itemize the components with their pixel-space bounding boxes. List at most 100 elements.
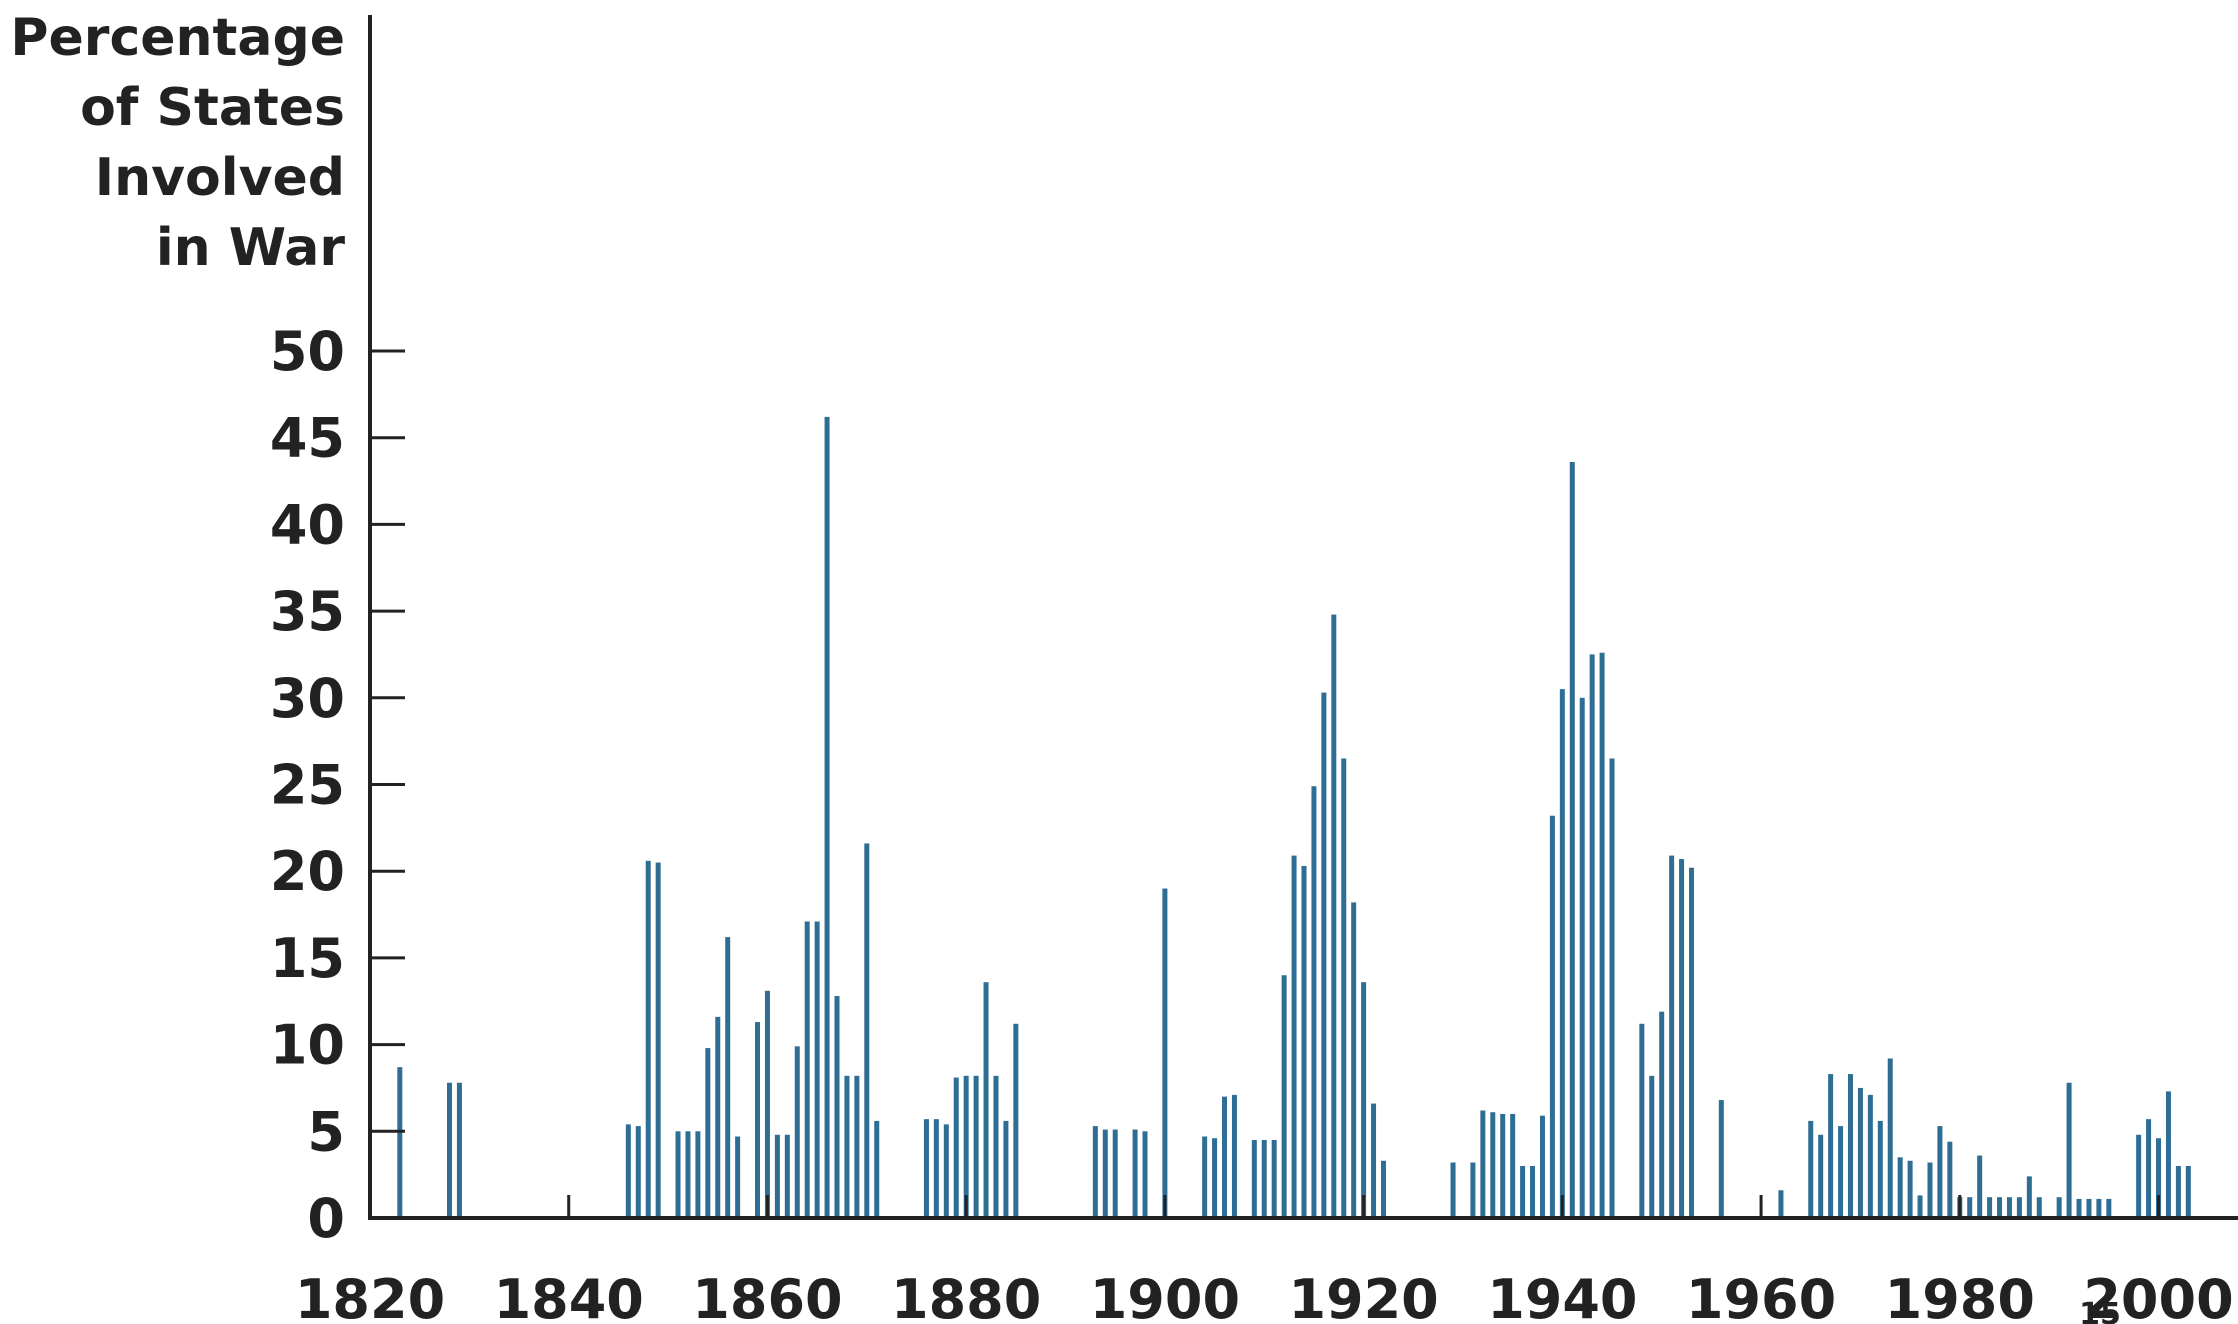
bar [2165,1091,2171,1218]
bar [1162,888,1168,1218]
bar [1549,815,1555,1218]
bar [943,1124,949,1218]
bar [804,921,810,1218]
bar [1251,1139,1257,1218]
bar [1808,1120,1814,1218]
bar [2146,1119,2152,1218]
bar [1520,1165,1526,1218]
x-tick-label: 1880 [891,1268,1041,1324]
y-tick-label: 10 [270,1014,345,1077]
y-axis-title-line: Involved [95,148,345,208]
bar [1599,652,1605,1218]
bar [1380,1160,1386,1218]
bar [695,1131,701,1218]
y-tick-label: 0 [307,1187,345,1250]
axes [368,15,2238,1220]
bar [1450,1162,1456,1218]
bar [1311,786,1317,1218]
bar [1291,855,1297,1218]
bar [794,1046,800,1218]
bar [1718,1100,1724,1218]
bar [1679,859,1685,1218]
bar [1559,689,1565,1218]
bar [1281,975,1287,1218]
bar [2136,1134,2142,1218]
bar [2016,1197,2022,1218]
x-tick-label: 1940 [1487,1268,1637,1324]
bar [1371,1103,1377,1218]
bar [1569,461,1575,1218]
bar [1222,1096,1228,1218]
bar [774,1134,780,1218]
y-tick-label: 45 [270,407,345,470]
y-tick-label: 15 [270,927,345,990]
x-tick-label: 2000 [2083,1268,2233,1324]
bar [675,1131,681,1218]
bar [923,1119,929,1218]
bar [1997,1197,2003,1218]
bar [1639,1023,1645,1218]
y-tick-label: 50 [270,320,345,383]
bar [1480,1110,1486,1218]
y-axis-title-line: Percentage [10,8,345,68]
page-number: 15 [2079,1297,2121,1324]
bar [1669,855,1675,1218]
bar [1937,1126,1943,1218]
bar [874,1120,880,1218]
bar [1579,697,1585,1218]
bar [635,1126,641,1218]
bar [725,937,731,1218]
bar [983,982,989,1218]
bar [1539,1115,1545,1218]
bar [993,1075,999,1218]
bar [1659,1011,1665,1218]
x-tick-label: 1860 [692,1268,842,1324]
x-tick-label: 1820 [295,1268,445,1324]
bar [645,860,651,1218]
bar [1877,1120,1883,1218]
y-tick-label: 30 [270,667,345,730]
bar [1351,902,1357,1218]
bar [1689,867,1695,1218]
bar [1003,1120,1009,1218]
x-axis-ticks: 1820 1840 1860 1880 1900 1920 1940 1960 1980 2000 [295,1195,2234,1324]
bar [2066,1082,2072,1218]
bar [1013,1023,1019,1218]
bar [784,1134,790,1218]
bar [397,1067,403,1218]
bar [1897,1157,1903,1218]
bar [1301,865,1307,1218]
bar [2056,1197,2062,1218]
y-tick-label: 20 [270,840,345,903]
bar [1470,1162,1476,1218]
bar [2185,1165,2191,1218]
y-tick-label: 40 [270,493,345,556]
bar [1649,1075,1655,1218]
bar [685,1131,691,1218]
bar [2096,1198,2102,1218]
y-tick-label: 5 [307,1100,345,1163]
bar [2086,1198,2092,1218]
bar [2106,1198,2112,1218]
bar [1778,1190,1784,1218]
bar [446,1082,452,1218]
bar [1361,982,1367,1218]
y-axis-ticks: 0 5 10 15 20 25 30 35 40 45 50 [270,320,405,1250]
bar [1917,1195,1923,1218]
bar [1231,1094,1237,1218]
bar [1341,758,1347,1218]
y-axis-title-line: in War [156,218,346,278]
x-tick-label: 1920 [1288,1268,1438,1324]
bar [1589,654,1595,1218]
bar [1271,1139,1277,1218]
bar [2006,1197,2012,1218]
bar [2036,1197,2042,1218]
bar [1857,1087,1863,1218]
bar [973,1075,979,1218]
bar [933,1119,939,1218]
bar [1331,614,1337,1218]
bar [764,990,770,1218]
bar [814,921,820,1218]
bar [834,996,840,1218]
